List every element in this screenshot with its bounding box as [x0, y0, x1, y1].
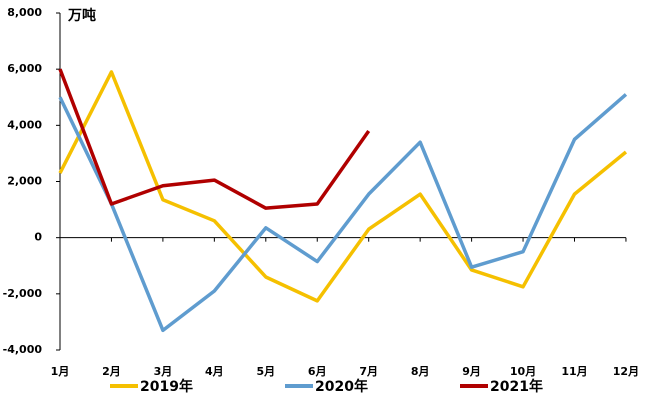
x-tick-label: 6月: [308, 365, 327, 378]
legend-label: 2020年: [315, 378, 368, 395]
x-tick-label: 9月: [462, 365, 481, 378]
y-tick-label: 0: [34, 231, 42, 244]
x-tick-label: 8月: [411, 365, 430, 378]
x-tick-label: 1月: [51, 365, 70, 378]
x-tick-label: 5月: [256, 365, 275, 378]
y-tick-label: 4,000: [7, 118, 42, 131]
x-tick-label: 2月: [102, 365, 121, 378]
x-tick-label: 11月: [561, 365, 587, 378]
legend-label: 2021年: [490, 378, 543, 395]
x-tick-label: 7月: [359, 365, 378, 378]
x-tick-label: 3月: [154, 365, 173, 378]
y-tick-label: 6,000: [7, 62, 42, 75]
x-tick-label: 10月: [510, 365, 536, 378]
y-tick-label: -2,000: [3, 287, 43, 300]
series-line: [58, 70, 628, 303]
x-tick-label: 4月: [205, 365, 224, 378]
unit-label: 万吨: [67, 7, 96, 24]
x-tick-label: 12月: [613, 365, 639, 378]
y-tick-label: -4,000: [3, 343, 43, 356]
series-line: [58, 93, 628, 333]
y-tick-label: 8,000: [7, 6, 42, 19]
y-tick-label: 2,000: [7, 175, 42, 188]
legend-label: 2019年: [140, 378, 193, 395]
series-line: [58, 68, 371, 210]
